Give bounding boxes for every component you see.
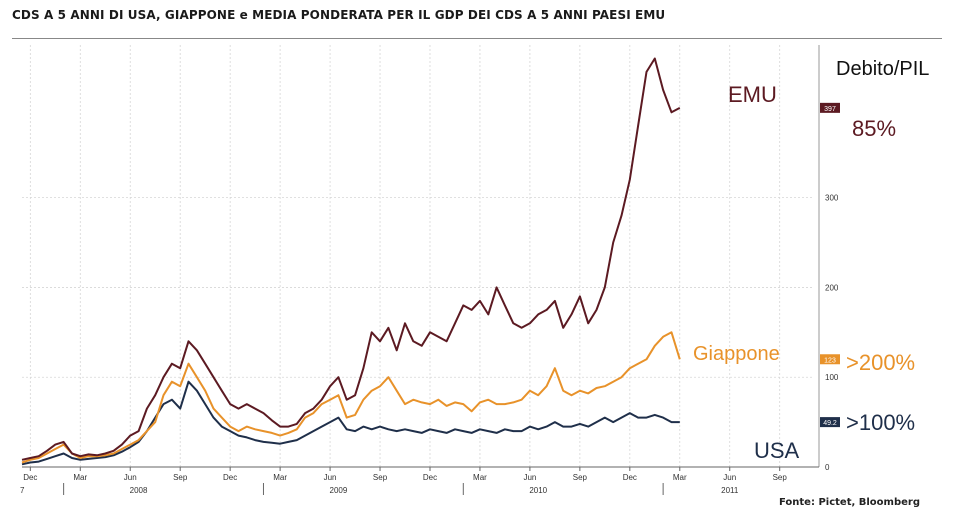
month-tick-label: Mar bbox=[273, 473, 287, 482]
month-tick-label: Sep bbox=[573, 473, 588, 482]
usa-name-label: USA bbox=[754, 438, 800, 463]
month-tick-label: Sep bbox=[373, 473, 388, 482]
month-tick-label: Mar bbox=[73, 473, 87, 482]
month-tick-label: Dec bbox=[223, 473, 237, 482]
japan-name-label: Giappone bbox=[693, 343, 780, 365]
series-line-giappone bbox=[21, 331, 681, 464]
year-label: 2009 bbox=[330, 486, 348, 495]
last-value-tag bbox=[820, 354, 840, 365]
year-label: 2008 bbox=[130, 486, 148, 495]
last-value-label: 397 bbox=[824, 106, 836, 113]
month-tick-label: Jun bbox=[324, 473, 337, 482]
last-value-label: 123 bbox=[824, 357, 836, 364]
debito-pil-header: Debito/PIL bbox=[836, 58, 929, 80]
source-note: Fonte: Pictet, Bloomberg bbox=[778, 497, 920, 508]
month-tick-label: Sep bbox=[173, 473, 188, 482]
y-tick-label: 0 bbox=[825, 463, 830, 472]
year-label: 2010 bbox=[529, 486, 547, 495]
series-line-emu bbox=[21, 57, 681, 461]
month-tick-label: Mar bbox=[673, 473, 687, 482]
year-label: 2011 bbox=[721, 486, 739, 495]
usa-ratio-label: >100% bbox=[846, 410, 915, 435]
month-tick-label: Sep bbox=[773, 473, 788, 482]
last-value-tag bbox=[820, 102, 840, 113]
japan-ratio-label: >200% bbox=[846, 350, 915, 375]
title-divider bbox=[12, 38, 942, 39]
chart-title: CDS A 5 ANNI DI USA, GIAPPONE e MEDIA PO… bbox=[12, 8, 666, 22]
last-value-label: 49.2 bbox=[823, 420, 837, 427]
month-tick-label: Jun bbox=[523, 473, 536, 482]
emu-name-label: EMU bbox=[728, 82, 777, 107]
y-tick-label: 200 bbox=[825, 283, 839, 292]
month-tick-label: Dec bbox=[623, 473, 637, 482]
month-tick-label: Dec bbox=[423, 473, 437, 482]
last-value-tag bbox=[820, 417, 840, 428]
y-tick-label: 300 bbox=[825, 194, 839, 203]
month-tick-label: Mar bbox=[473, 473, 487, 482]
month-tick-label: Dec bbox=[23, 473, 37, 482]
emu-ratio-label: 85% bbox=[852, 116, 896, 141]
month-tick-label: Jun bbox=[723, 473, 736, 482]
plot-area bbox=[22, 45, 813, 467]
series-line-usa bbox=[21, 380, 680, 466]
y-tick-label: 100 bbox=[825, 373, 839, 382]
month-tick-label: Jun bbox=[124, 473, 137, 482]
year-label: 7 bbox=[20, 486, 25, 495]
